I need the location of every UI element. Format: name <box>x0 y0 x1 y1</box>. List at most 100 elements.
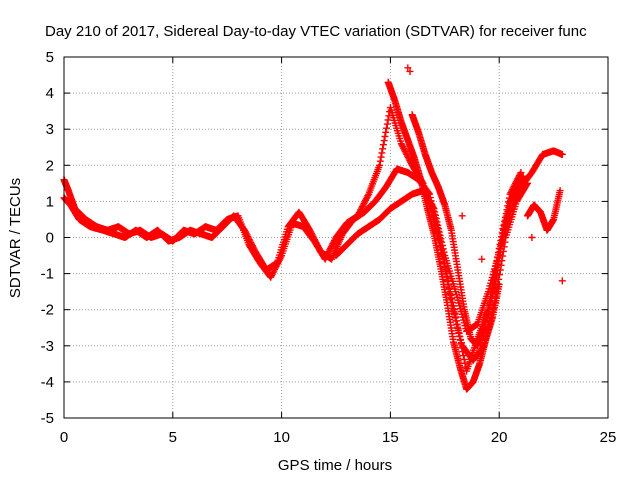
series-trace-f <box>523 187 564 234</box>
data-point <box>402 149 410 157</box>
x-tick-label: 10 <box>273 429 290 446</box>
data-point <box>309 232 317 240</box>
data-point <box>452 317 460 325</box>
y-tick-label: 1 <box>46 193 54 210</box>
data-point <box>430 205 438 213</box>
data-point <box>241 226 249 234</box>
data-point <box>461 359 469 367</box>
data-point <box>439 245 447 253</box>
data-point <box>363 193 371 201</box>
data-point <box>403 150 411 158</box>
data-point <box>359 201 367 209</box>
y-tick-label: 4 <box>46 85 54 102</box>
data-point <box>244 234 252 242</box>
data-point <box>315 245 323 253</box>
data-point <box>451 314 459 322</box>
data-point <box>446 290 454 298</box>
data-point <box>312 239 320 247</box>
data-point <box>381 132 389 140</box>
data-point <box>311 236 319 244</box>
data-point <box>378 149 386 157</box>
data-point <box>431 211 439 219</box>
series-trace-e <box>408 111 527 350</box>
data-point <box>361 198 369 206</box>
data-point <box>307 229 315 237</box>
x-tick-label: 5 <box>169 429 177 446</box>
data-point <box>457 336 465 344</box>
data-point <box>429 203 437 211</box>
data-point <box>311 237 319 245</box>
data-point <box>314 242 322 250</box>
data-point <box>360 199 368 207</box>
data-point <box>306 226 314 234</box>
data-point <box>308 231 316 239</box>
data-point <box>434 221 442 229</box>
data-point <box>433 218 441 226</box>
x-tick-label: 20 <box>491 429 508 446</box>
data-point <box>438 238 446 246</box>
y-tick-label: 2 <box>46 157 54 174</box>
data-point <box>431 208 439 216</box>
data-point <box>362 195 370 203</box>
data-point <box>460 355 468 363</box>
data-point <box>438 241 446 249</box>
data-point <box>241 228 249 236</box>
data-point <box>250 245 258 253</box>
data-point <box>248 240 256 248</box>
data-point <box>379 145 387 153</box>
series-trace-c <box>332 147 566 335</box>
data-point <box>379 141 387 149</box>
data-point <box>307 228 315 236</box>
data-point <box>517 169 525 177</box>
data-point <box>314 243 322 251</box>
data-point <box>440 248 448 256</box>
plot-frame <box>63 56 609 419</box>
data-point <box>244 232 252 240</box>
x-tick-label: 0 <box>60 429 68 446</box>
data-point <box>383 124 391 132</box>
data-point <box>456 333 464 341</box>
data-point <box>558 150 566 158</box>
data-point <box>398 141 406 149</box>
x-tick-label: 25 <box>600 429 617 446</box>
data-point <box>401 147 409 155</box>
data-point <box>404 154 412 162</box>
data-point <box>362 196 370 204</box>
data-point <box>457 339 465 347</box>
data-point <box>558 277 566 285</box>
data-point <box>450 311 458 319</box>
axis-ticks: 0 5 10 15 20 25 -5 -4 -3 -2 -1 0 1 2 3 4 5 <box>41 49 617 446</box>
data-point <box>380 137 388 145</box>
data-point <box>248 242 256 250</box>
y-tick-label: 0 <box>46 230 54 247</box>
data-point <box>556 187 564 195</box>
data-point <box>450 308 458 316</box>
data-point <box>267 273 275 281</box>
y-tick-label: -3 <box>41 338 54 355</box>
data-point <box>453 320 461 328</box>
data-point <box>403 152 411 160</box>
data-point <box>454 326 462 334</box>
data-point <box>242 229 250 237</box>
data-point <box>478 255 486 263</box>
y-tick-label: -4 <box>41 374 54 391</box>
data-point <box>382 128 390 136</box>
series-trace-d <box>384 78 503 393</box>
data-point <box>268 270 276 278</box>
data-point <box>376 161 384 169</box>
data-point <box>443 277 451 285</box>
data-point <box>447 294 455 302</box>
data-point <box>528 234 536 241</box>
y-tick-label: -1 <box>41 266 54 283</box>
data-point <box>458 212 466 220</box>
data-point <box>435 228 443 236</box>
x-axis-label: GPS time / hours <box>278 457 392 474</box>
data-point <box>436 231 444 239</box>
data-point <box>383 120 391 128</box>
series-isolated <box>404 64 566 285</box>
data-point <box>399 143 407 151</box>
data-point <box>397 140 405 148</box>
data-point <box>376 157 384 165</box>
data-point <box>267 272 275 280</box>
